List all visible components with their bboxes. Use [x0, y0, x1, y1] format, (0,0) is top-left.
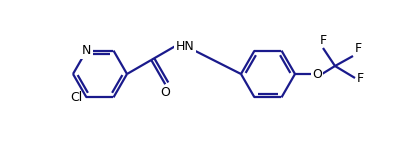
- Text: Cl: Cl: [70, 91, 82, 104]
- Text: F: F: [319, 34, 326, 47]
- Text: N: N: [82, 44, 91, 57]
- Text: F: F: [354, 42, 361, 55]
- Text: O: O: [311, 67, 321, 81]
- Text: HN: HN: [175, 39, 194, 53]
- Text: F: F: [356, 71, 363, 85]
- Text: O: O: [160, 86, 170, 99]
